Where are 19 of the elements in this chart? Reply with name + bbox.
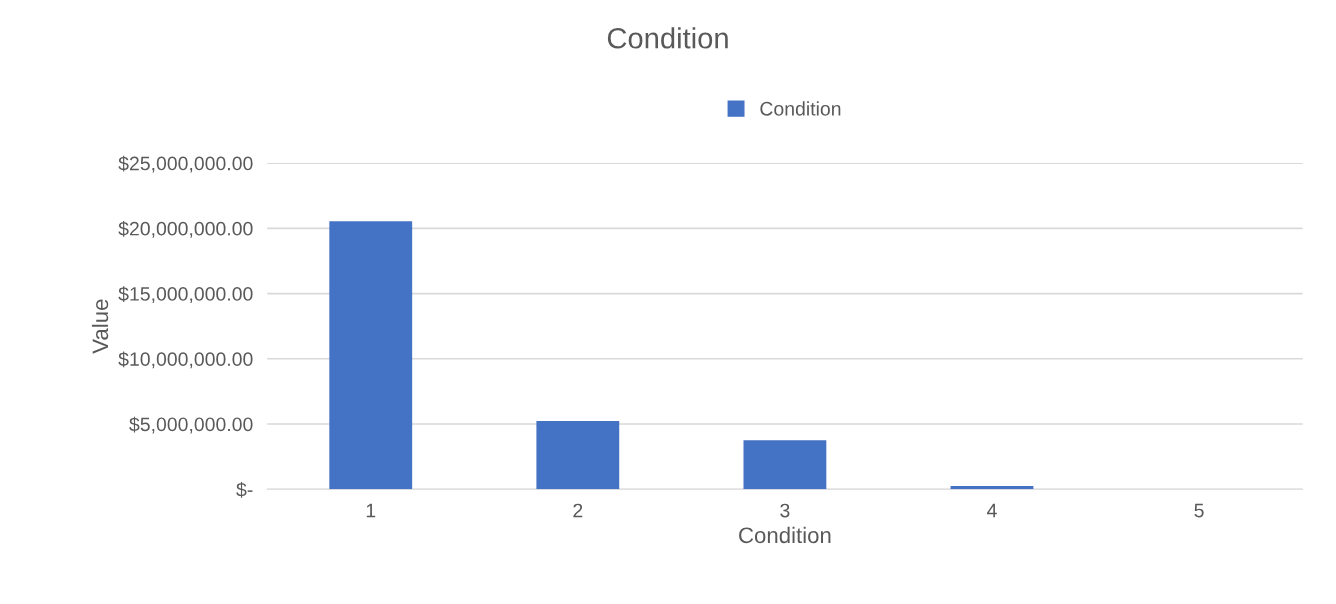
y-tick-label: $20,000,000.00 [118, 220, 253, 238]
bar [536, 421, 620, 490]
bar [950, 485, 1034, 490]
chart-title: Condition [607, 27, 728, 49]
y-tick-label: $25,000,000.00 [118, 155, 253, 173]
y-axis-title: Value [91, 299, 109, 354]
y-tick-label: $5,000,000.00 [129, 416, 253, 434]
bar [329, 221, 413, 490]
legend-label: Condition [760, 101, 841, 116]
x-tick-label: 3 [780, 503, 790, 518]
x-tick-label: 5 [1194, 503, 1204, 518]
bar [743, 440, 827, 490]
y-tick-label: $10,000,000.00 [118, 351, 253, 369]
y-tick-label: $- [236, 481, 253, 498]
x-tick-label: 1 [366, 503, 376, 518]
x-axis-title: Condition [739, 526, 831, 544]
x-tick-label: 2 [573, 503, 583, 518]
y-tick-label: $15,000,000.00 [118, 286, 253, 304]
x-tick-label: 4 [987, 503, 997, 518]
